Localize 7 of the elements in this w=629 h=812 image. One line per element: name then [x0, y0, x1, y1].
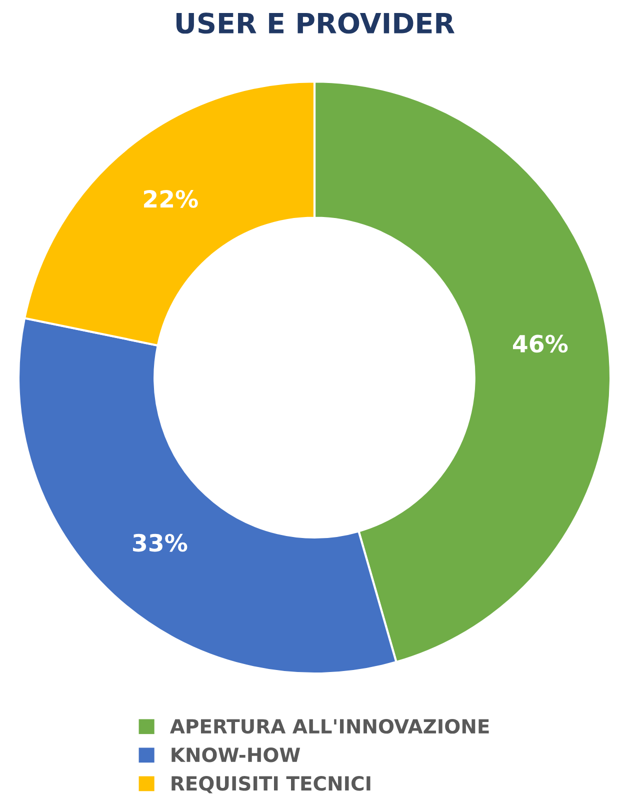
data-label: 33% [133, 534, 188, 552]
data-label: 22% [144, 190, 198, 208]
legend-label: APERTURA ALL'INNOVAZIONE [170, 718, 489, 734]
legend-label: REQUISITI TECNICI [172, 776, 370, 794]
chart-title: USER E PROVIDER [176, 12, 455, 34]
legend-label: KNOW-HOW [172, 747, 300, 762]
data-label: 46% [512, 334, 568, 353]
